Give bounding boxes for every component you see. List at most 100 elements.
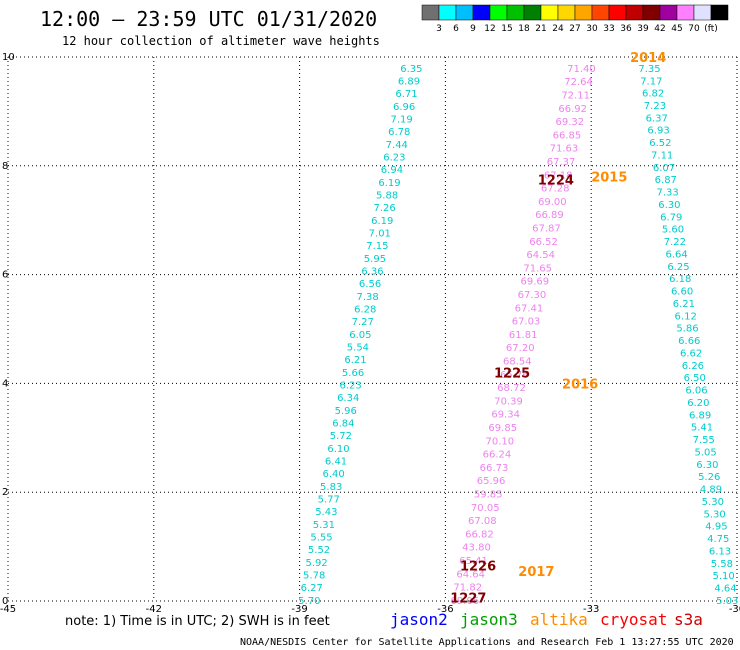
legend-jason2: jason2 [390, 610, 448, 629]
swh-value-label: 5.31 [313, 520, 335, 531]
swh-value-label: 6.20 [687, 398, 709, 409]
colorbar-swatch [625, 4, 644, 21]
swh-value-label: 6.41 [325, 457, 347, 468]
swh-value-label: 6.78 [388, 127, 410, 138]
swh-value-label: 4.95 [705, 522, 727, 533]
swh-value-label: 6.50 [684, 373, 706, 384]
y-tick-label: 10 [2, 52, 15, 63]
swh-value-label: 5.88 [376, 191, 398, 202]
swh-value-label: 6.23 [339, 381, 361, 392]
swh-value-label: 5.83 [320, 482, 342, 493]
swh-value-label: 66.73 [480, 463, 509, 474]
swh-value-label: 71.63 [550, 144, 579, 155]
swh-value-label: 7.23 [644, 101, 666, 112]
colorbar: 3 6 9 12 15 18 21 24 27 30 33 36 39 42 45 70 (ft) [421, 4, 729, 34]
x-tick-label: -36 [437, 604, 453, 615]
swh-value-label: 72.64 [564, 77, 593, 88]
swh-value-label: 6.37 [646, 113, 668, 124]
swh-value-label: 67.41 [515, 303, 544, 314]
colorbar-swatch [693, 4, 712, 21]
colorbar-swatch [591, 4, 610, 21]
swh-value-label: 69.06 [451, 596, 480, 607]
swh-value-label: 6.52 [649, 138, 671, 149]
x-tick-label: -30 [729, 604, 740, 615]
swh-value-label: 5.26 [698, 472, 720, 483]
swh-value-label: 69.00 [538, 197, 567, 208]
swh-value-label: 7.26 [374, 203, 396, 214]
swh-value-label: 67.87 [532, 223, 561, 234]
colorbar-label: 15 [501, 24, 512, 34]
colorbar-swatch [574, 4, 593, 21]
swh-value-label: 5.30 [703, 509, 725, 520]
pass-time-label: 1225 [494, 367, 530, 382]
colorbar-swatch [421, 4, 440, 21]
swh-value-label: 6.05 [349, 330, 371, 341]
swh-value-label: 70.05 [471, 503, 500, 514]
swh-value-label: 6.64 [666, 249, 688, 260]
swh-value-label: 68.54 [503, 356, 532, 367]
swh-value-label: 69.34 [491, 410, 520, 421]
swh-value-label: 6.94 [381, 165, 403, 176]
y-tick-label: 2 [2, 487, 8, 498]
swh-value-label: 6.93 [647, 126, 669, 137]
colorbar-swatch [557, 4, 576, 21]
swh-value-label: 65.41 [459, 556, 488, 567]
swh-value-label: 6.84 [332, 419, 354, 430]
swh-value-label: 5.77 [318, 495, 340, 506]
swh-value-label: 6.96 [393, 102, 415, 113]
swh-value-label: 6.19 [378, 178, 400, 189]
swh-value-label: 5.10 [713, 571, 735, 582]
swh-value-label: 66.85 [553, 130, 582, 141]
colorbar-label: 70 [688, 24, 700, 34]
swh-value-label: 6.82 [642, 89, 664, 100]
swh-value-label: 7.33 [656, 188, 678, 199]
colorbar-label: 6 [453, 24, 459, 34]
swh-value-label: 6.06 [685, 386, 707, 397]
swh-value-label: 5.55 [310, 533, 332, 544]
swh-value-label: 6.71 [395, 89, 417, 100]
colorbar-swatch [438, 4, 457, 21]
swh-value-label: 6.60 [671, 287, 693, 298]
swh-value-label: 66.92 [558, 104, 587, 115]
swh-value-label: 6.28 [354, 305, 376, 316]
swh-value-label: 66.89 [535, 210, 564, 221]
pass-time-label: 2017 [518, 565, 554, 580]
colorbar-swatch [455, 4, 474, 21]
x-tick-label: -39 [291, 604, 307, 615]
swh-value-label: 5.66 [342, 368, 364, 379]
swh-value-label: 72.11 [561, 90, 590, 101]
swh-value-label: 5.70 [298, 596, 320, 607]
swh-value-label: 6.21 [673, 299, 695, 310]
colorbar-label: 36 [620, 24, 632, 34]
swh-value-label: 5.60 [662, 225, 684, 236]
swh-value-label: 5.52 [308, 545, 330, 556]
y-tick-label: 8 [2, 161, 8, 172]
swh-value-label: 66.24 [483, 450, 512, 461]
swh-value-label: 67.03 [512, 317, 541, 328]
swh-value-label: 66.82 [465, 529, 494, 540]
swh-value-label: 65.96 [477, 476, 506, 487]
swh-value-label: 5.92 [305, 558, 327, 569]
swh-value-label: 6.27 [301, 583, 323, 594]
swh-value-label: 59.85 [474, 490, 503, 501]
swh-value-label: 6.89 [689, 410, 711, 421]
swh-value-label: 67.30 [518, 290, 547, 301]
swh-value-label: 7.27 [352, 317, 374, 328]
footer-note: note: 1) Time is in UTC; 2) SWH is in fe… [65, 614, 330, 629]
swh-value-label: 70.39 [494, 396, 523, 407]
swh-value-label: 7.15 [366, 241, 388, 252]
swh-value-label: 65.76 [500, 370, 529, 381]
x-tick-label: -33 [583, 604, 599, 615]
x-tick-label: -42 [146, 604, 162, 615]
swh-value-label: 6.07 [653, 163, 675, 174]
swh-value-label: 6.21 [344, 355, 366, 366]
colorbar-label: 9 [470, 24, 476, 34]
colorbar-swatch [540, 4, 559, 21]
swh-value-label: 71.65 [523, 263, 552, 274]
swh-value-label: 67.18 [544, 170, 573, 181]
y-tick-label: 0 [2, 596, 8, 607]
swh-value-label: 7.11 [651, 150, 673, 161]
colorbar-label: 18 [518, 24, 530, 34]
legend-jason3: jason3 [460, 610, 518, 629]
colorbar-label: 45 [671, 24, 682, 34]
